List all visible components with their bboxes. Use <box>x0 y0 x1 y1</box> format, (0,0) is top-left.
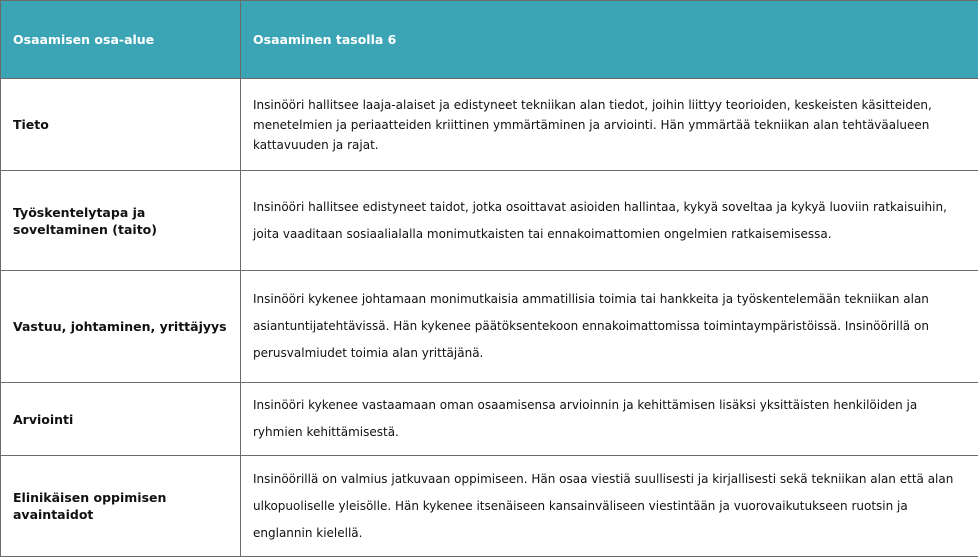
description-cell: Insinööri hallitsee laaja-alaiset ja edi… <box>240 78 978 171</box>
table-row: Vastuu, johtaminen, yrittäjyys Insinööri… <box>0 270 978 383</box>
area-cell: Työskentelytapa ja soveltaminen (taito) <box>0 170 241 271</box>
table-row: Arviointi Insinööri kykenee vastaamaan o… <box>0 382 978 456</box>
header-row: Osaamisen osa-alue Osaaminen tasolla 6 <box>0 0 978 79</box>
description-cell: Insinööri kykenee johtamaan monimutkaisi… <box>240 270 978 383</box>
description-cell: Insinööri hallitsee edistyneet taidot, j… <box>240 170 978 271</box>
area-cell: Elinikäisen oppimisen avaintaidot <box>0 455 241 557</box>
area-cell: Tieto <box>0 78 241 171</box>
area-cell: Arviointi <box>0 382 241 456</box>
table-row: Elinikäisen oppimisen avaintaidot Insinö… <box>0 455 978 557</box>
description-cell: Insinööri kykenee vastaamaan oman osaami… <box>240 382 978 456</box>
area-cell: Vastuu, johtaminen, yrittäjyys <box>0 270 241 383</box>
table-row: Tieto Insinööri hallitsee laaja-alaiset … <box>0 78 978 171</box>
table-row: Työskentelytapa ja soveltaminen (taito) … <box>0 170 978 271</box>
header-cell: Osaamisen osa-alue <box>0 0 241 79</box>
description-cell: Insinöörillä on valmius jatkuvaan oppimi… <box>240 455 978 557</box>
header-cell: Osaaminen tasolla 6 <box>240 0 978 79</box>
